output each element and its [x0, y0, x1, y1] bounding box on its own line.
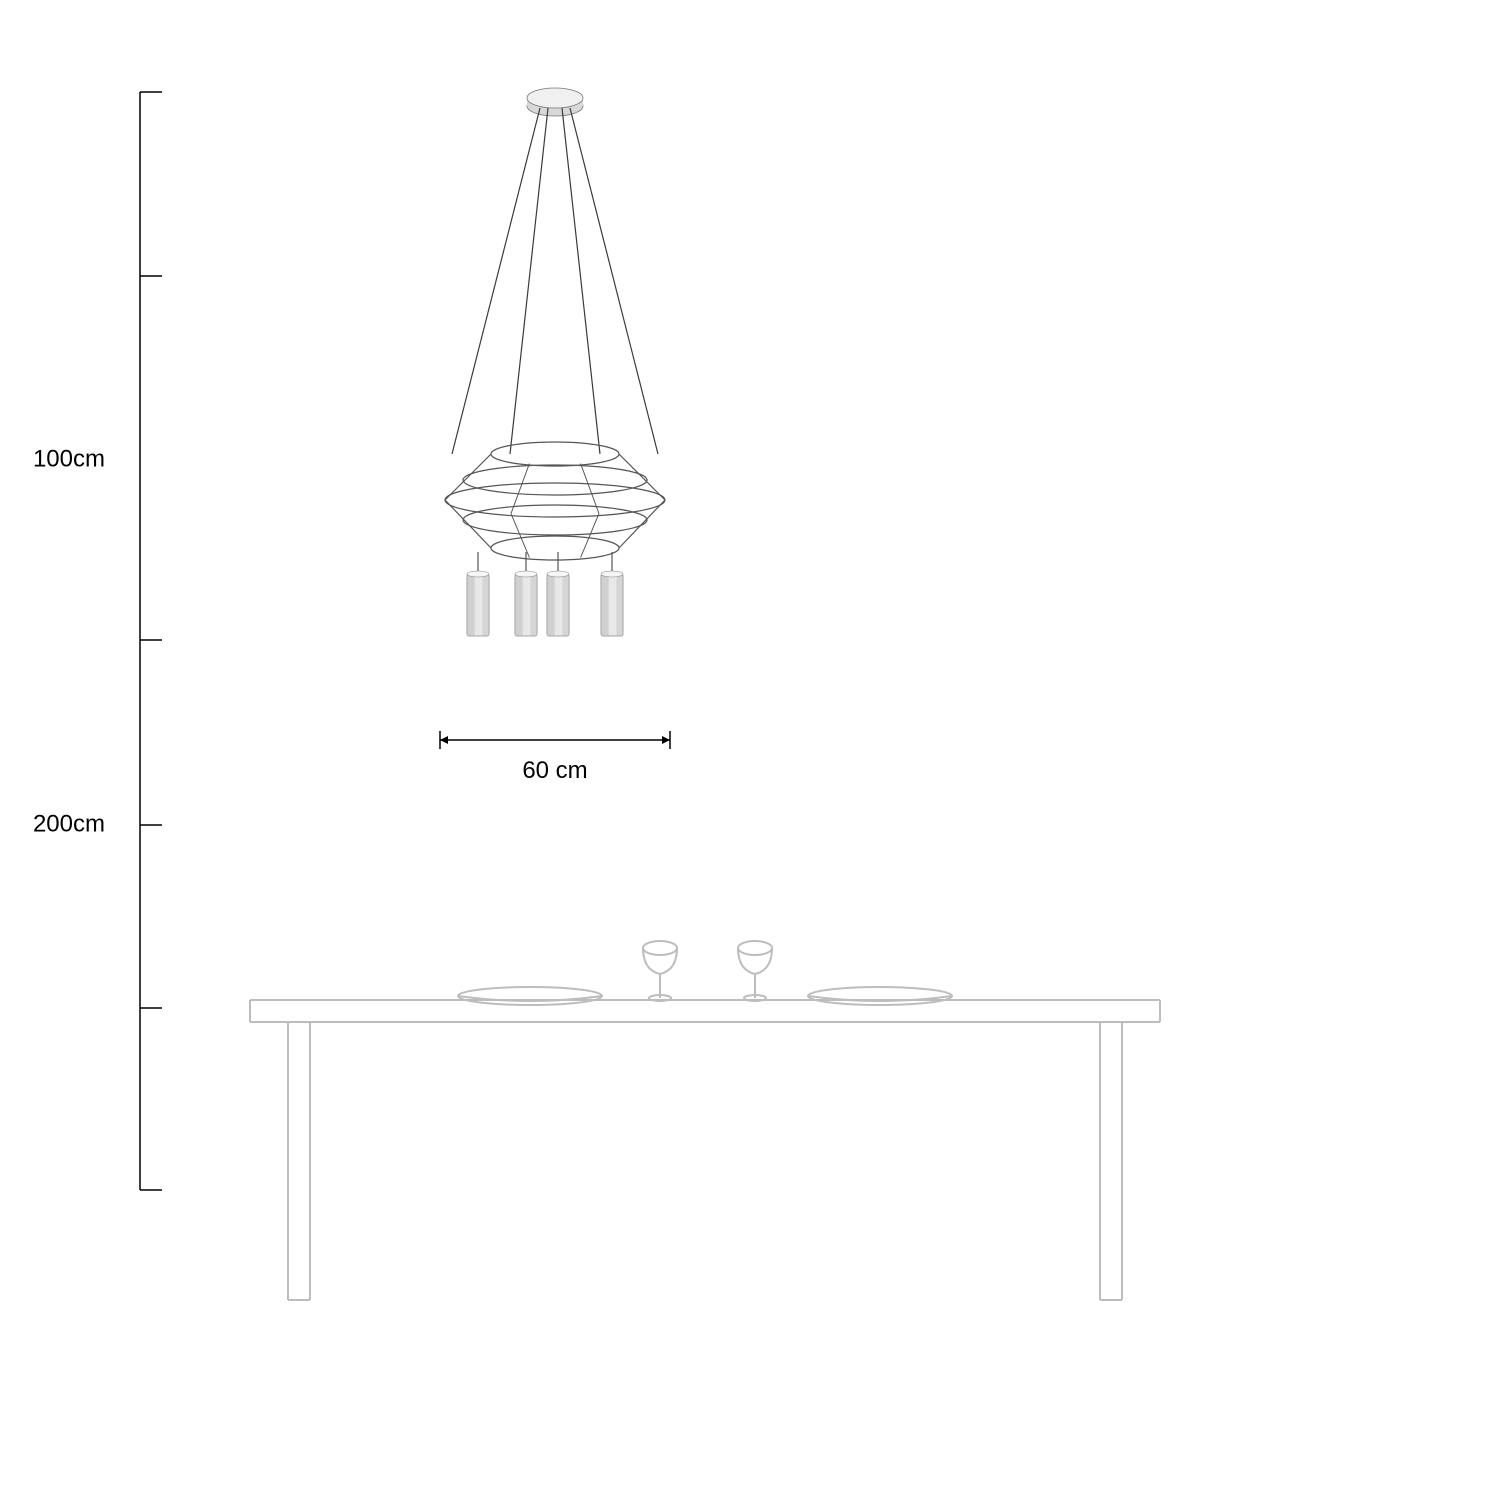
ruler-label: 100cm	[33, 445, 105, 472]
dimension-diagram: 100cm 200cm 60 cm	[0, 0, 1500, 1500]
table-illustration	[250, 941, 1160, 1300]
width-label: 60 cm	[522, 757, 587, 784]
vertical-ruler: 100cm 200cm	[33, 92, 162, 1190]
width-dimension: 60 cm	[440, 731, 670, 784]
pendant-lamp	[445, 88, 665, 636]
ruler-label: 200cm	[33, 810, 105, 837]
